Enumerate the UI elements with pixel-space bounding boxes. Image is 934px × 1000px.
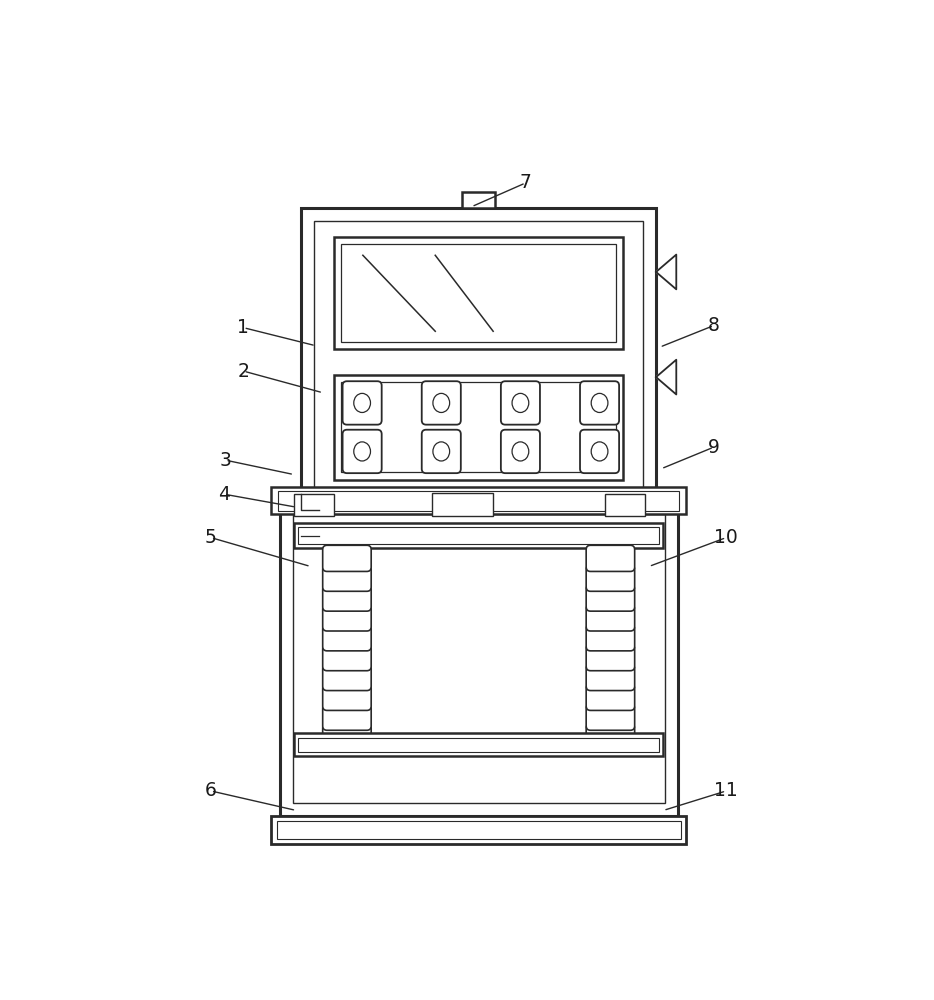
FancyBboxPatch shape xyxy=(322,605,371,631)
Text: 11: 11 xyxy=(715,781,738,800)
Bar xyxy=(271,487,686,514)
Bar xyxy=(462,192,495,208)
FancyBboxPatch shape xyxy=(422,381,460,425)
FancyBboxPatch shape xyxy=(587,605,635,631)
FancyBboxPatch shape xyxy=(501,381,540,425)
Bar xyxy=(279,501,678,816)
Ellipse shape xyxy=(591,442,608,461)
Bar xyxy=(294,494,334,516)
Text: 1: 1 xyxy=(237,318,249,337)
FancyBboxPatch shape xyxy=(322,645,371,671)
Ellipse shape xyxy=(354,442,371,461)
FancyBboxPatch shape xyxy=(322,565,371,591)
Bar xyxy=(432,493,493,516)
FancyBboxPatch shape xyxy=(587,664,635,691)
Bar xyxy=(334,237,624,349)
FancyBboxPatch shape xyxy=(322,664,371,691)
FancyBboxPatch shape xyxy=(587,724,635,750)
Text: 6: 6 xyxy=(205,781,217,800)
Ellipse shape xyxy=(591,393,608,412)
FancyBboxPatch shape xyxy=(422,430,460,473)
Bar xyxy=(292,514,665,803)
FancyBboxPatch shape xyxy=(580,381,619,425)
Bar xyxy=(341,244,616,342)
FancyBboxPatch shape xyxy=(322,704,371,730)
FancyBboxPatch shape xyxy=(587,625,635,651)
FancyBboxPatch shape xyxy=(587,545,635,571)
Bar xyxy=(276,821,681,839)
FancyBboxPatch shape xyxy=(587,565,635,591)
FancyBboxPatch shape xyxy=(322,724,371,750)
Bar xyxy=(302,208,656,509)
FancyBboxPatch shape xyxy=(343,430,382,473)
Text: 3: 3 xyxy=(219,451,232,470)
FancyBboxPatch shape xyxy=(343,381,382,425)
FancyBboxPatch shape xyxy=(587,585,635,611)
FancyBboxPatch shape xyxy=(322,684,371,710)
Bar xyxy=(294,733,663,756)
Ellipse shape xyxy=(433,442,449,461)
FancyBboxPatch shape xyxy=(322,545,371,571)
Bar xyxy=(271,816,686,844)
FancyBboxPatch shape xyxy=(587,684,635,710)
Bar xyxy=(299,527,658,544)
Text: 7: 7 xyxy=(520,173,531,192)
Ellipse shape xyxy=(512,393,529,412)
Ellipse shape xyxy=(512,442,529,461)
Text: 5: 5 xyxy=(205,528,217,547)
Bar xyxy=(315,221,643,496)
FancyBboxPatch shape xyxy=(587,645,635,671)
Text: 2: 2 xyxy=(237,362,249,381)
FancyBboxPatch shape xyxy=(580,430,619,473)
Text: 10: 10 xyxy=(715,528,738,547)
Text: 8: 8 xyxy=(708,316,720,335)
Bar xyxy=(294,523,663,548)
Text: 4: 4 xyxy=(218,485,230,504)
FancyBboxPatch shape xyxy=(322,625,371,651)
Polygon shape xyxy=(656,255,676,289)
Text: 9: 9 xyxy=(708,438,720,457)
Bar xyxy=(299,738,658,752)
FancyBboxPatch shape xyxy=(501,430,540,473)
FancyBboxPatch shape xyxy=(587,704,635,730)
Ellipse shape xyxy=(433,393,449,412)
Ellipse shape xyxy=(354,393,371,412)
Bar xyxy=(334,375,624,480)
FancyBboxPatch shape xyxy=(322,585,371,611)
Bar xyxy=(278,491,679,511)
Bar xyxy=(341,382,616,472)
Bar xyxy=(605,494,645,516)
Polygon shape xyxy=(656,360,676,394)
